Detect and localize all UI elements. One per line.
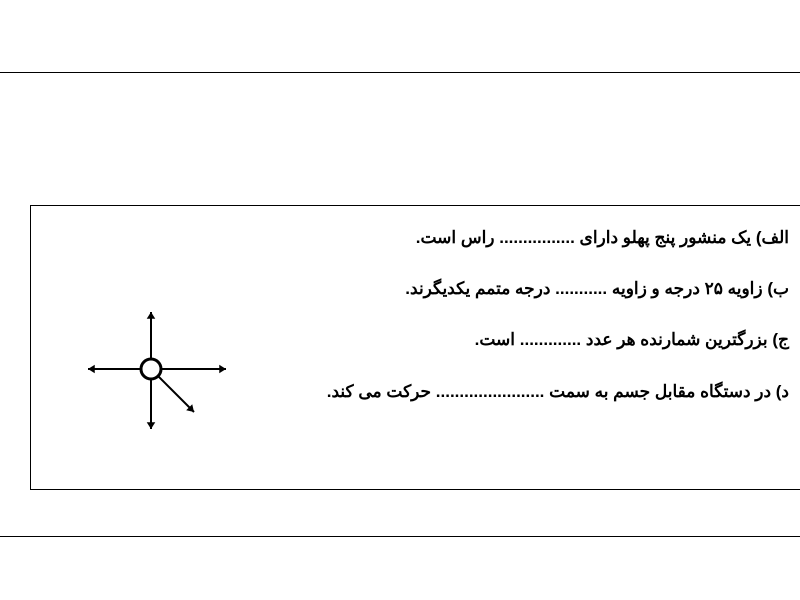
force-diagram xyxy=(76,294,236,444)
question-a: الف) یک منشور پنج پهلو دارای ...........… xyxy=(51,224,789,251)
force-diagram-svg xyxy=(76,294,236,444)
top-horizontal-rule xyxy=(0,72,800,73)
question-box: الف) یک منشور پنج پهلو دارای ...........… xyxy=(30,205,800,490)
bottom-horizontal-rule xyxy=(0,536,800,537)
